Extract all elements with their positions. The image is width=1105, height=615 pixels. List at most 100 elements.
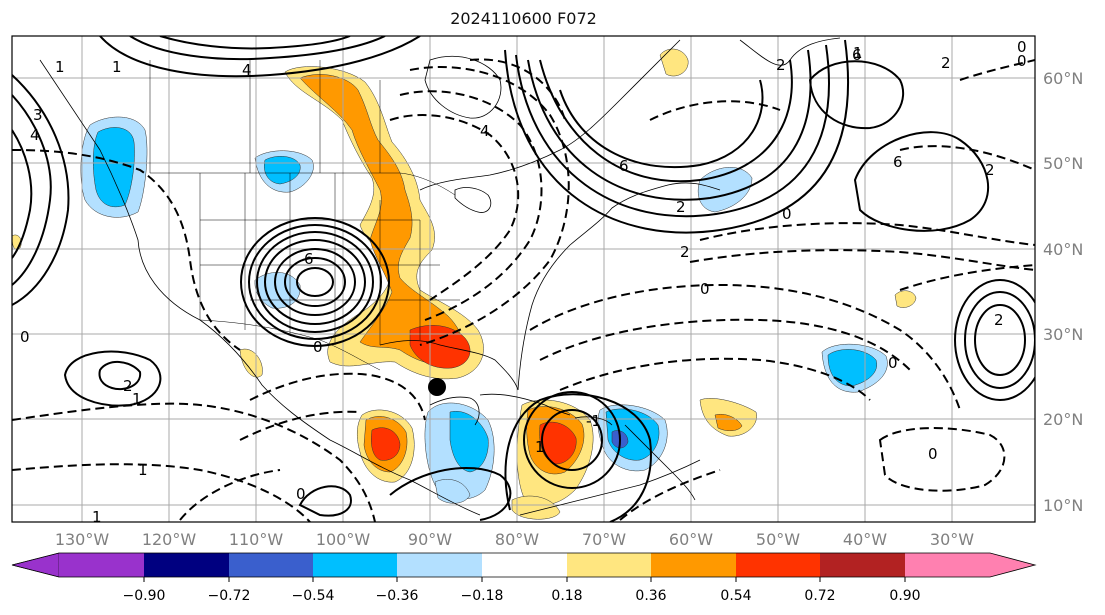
lon-label: 80°W bbox=[495, 530, 539, 549]
shade-patch-2 bbox=[659, 48, 689, 77]
dashed-contour bbox=[619, 469, 721, 521]
map-border bbox=[11, 35, 1036, 523]
lon-label: 70°W bbox=[582, 530, 626, 549]
us-canada-border bbox=[150, 172, 456, 196]
contour-label: 1 bbox=[535, 438, 545, 456]
colorbar-bin bbox=[313, 553, 397, 577]
contour-ring-east bbox=[964, 291, 1035, 389]
contour-label: 0 bbox=[888, 354, 898, 372]
dashed-contour bbox=[529, 283, 961, 411]
colorbar-label: −0.90 bbox=[123, 588, 166, 604]
contour-label: 2 bbox=[680, 243, 690, 261]
lat-label: 30°N bbox=[1043, 325, 1083, 344]
dashed-contour bbox=[959, 59, 1035, 81]
colorbar-bin bbox=[567, 553, 651, 577]
contour-label: 0 bbox=[313, 338, 323, 356]
coast-sa bbox=[519, 459, 701, 516]
map-title: 2024110600 F072 bbox=[450, 9, 597, 28]
coast-west bbox=[39, 59, 481, 516]
contour-natl bbox=[515, 44, 830, 218]
contour-carib bbox=[541, 409, 603, 471]
contour-ring bbox=[274, 248, 356, 316]
dashed-contour bbox=[469, 58, 566, 121]
colorbar-label: −0.18 bbox=[461, 588, 504, 604]
contour-label: 1 bbox=[853, 44, 863, 62]
contour-label: 0 bbox=[928, 445, 938, 463]
contour-labels: 6 6 6 2 2 2 2 1 1 1 1 1 0 0 0 0 0 0 0 1 … bbox=[20, 38, 1027, 526]
lon-label: 130°W bbox=[55, 530, 110, 549]
contour-natl bbox=[527, 49, 812, 201]
contour-label: 1 bbox=[92, 508, 102, 526]
contour-pac-bottom bbox=[298, 485, 352, 517]
contour-top bbox=[129, 36, 386, 61]
colorbar-label: 0.18 bbox=[551, 588, 582, 604]
graticule bbox=[12, 36, 1035, 522]
contour-label: 0 bbox=[296, 485, 306, 503]
colorbar-bin bbox=[397, 553, 482, 577]
dashed-contour bbox=[539, 318, 911, 371]
colorbar-label: 0.36 bbox=[635, 588, 666, 604]
dashed-contour bbox=[179, 469, 281, 521]
contour-top bbox=[159, 36, 351, 50]
contour-label: 3 bbox=[33, 106, 43, 124]
colorbar-outline bbox=[11, 552, 1037, 578]
contours bbox=[12, 36, 1035, 522]
contour-label: 4 bbox=[480, 122, 490, 140]
shade-eatl-orange bbox=[714, 414, 743, 431]
shade-ca-light bbox=[434, 479, 471, 504]
colorbar-label: −0.36 bbox=[376, 588, 419, 604]
dashed-contour bbox=[12, 463, 311, 522]
contour-label: 1 bbox=[55, 58, 65, 76]
contour-east bbox=[808, 60, 905, 130]
contour-ring bbox=[240, 217, 390, 347]
contour-label: 2 bbox=[123, 377, 133, 395]
contour-label: 1 bbox=[132, 390, 142, 408]
lon-label: 60°W bbox=[669, 530, 713, 549]
dashed-contour bbox=[878, 427, 1006, 492]
contour-ring bbox=[256, 231, 374, 333]
colorbar-first-bin bbox=[59, 553, 144, 577]
contour-label: 0 bbox=[782, 205, 792, 223]
dashed-contour bbox=[649, 100, 781, 121]
colorbar-label: 0.72 bbox=[804, 588, 835, 604]
lon-label: 100°W bbox=[316, 530, 371, 549]
lon-labels: 130°W 120°W 110°W 100°W 90°W 80°W 70°W 6… bbox=[55, 530, 974, 549]
dashed-contours bbox=[12, 58, 1035, 522]
dashed-contour bbox=[12, 402, 376, 522]
contour-label: 6 bbox=[619, 157, 629, 175]
shade-mexico-red bbox=[371, 427, 401, 461]
dashed-contour bbox=[399, 90, 543, 321]
colorbar-label: 0.54 bbox=[720, 588, 751, 604]
lon-label: 120°W bbox=[142, 530, 197, 549]
colorbar-extend-high bbox=[905, 553, 1035, 577]
lat-label: 20°N bbox=[1043, 410, 1083, 429]
lon-label: 30°W bbox=[930, 530, 974, 549]
shade-ca-yellow bbox=[511, 495, 561, 520]
contour-east bbox=[853, 131, 989, 232]
lon-label: 50°W bbox=[756, 530, 800, 549]
contour-label: 0 bbox=[1017, 38, 1027, 56]
shade-patch-4 bbox=[239, 348, 263, 378]
coast-canada bbox=[419, 39, 681, 191]
contour-label: 4 bbox=[30, 126, 40, 144]
shade-gulf-red bbox=[409, 325, 471, 369]
colorbar-extend-low bbox=[11, 552, 60, 578]
contour-label: 2 bbox=[776, 56, 786, 74]
dashed-contour bbox=[239, 410, 361, 441]
contour-label: 0 bbox=[20, 328, 30, 346]
contour-pac bbox=[63, 350, 162, 407]
contour-nepac bbox=[12, 129, 33, 259]
coast-gulf bbox=[379, 340, 519, 391]
contour-label: 6 bbox=[893, 153, 903, 171]
lat-labels: 60°N 50°N 40°N 30°N 20°N 10°N bbox=[1043, 69, 1083, 515]
contour-label: 1 bbox=[112, 58, 122, 76]
contour-ring bbox=[296, 267, 334, 297]
lat-label: 50°N bbox=[1043, 154, 1083, 173]
contour-label: 2 bbox=[676, 198, 686, 216]
great-lakes bbox=[454, 187, 492, 213]
contour-label: 2 bbox=[994, 311, 1004, 329]
contour-pac bbox=[98, 361, 142, 391]
storm-center-dot bbox=[428, 378, 446, 396]
contour-ring-east bbox=[954, 279, 1035, 401]
